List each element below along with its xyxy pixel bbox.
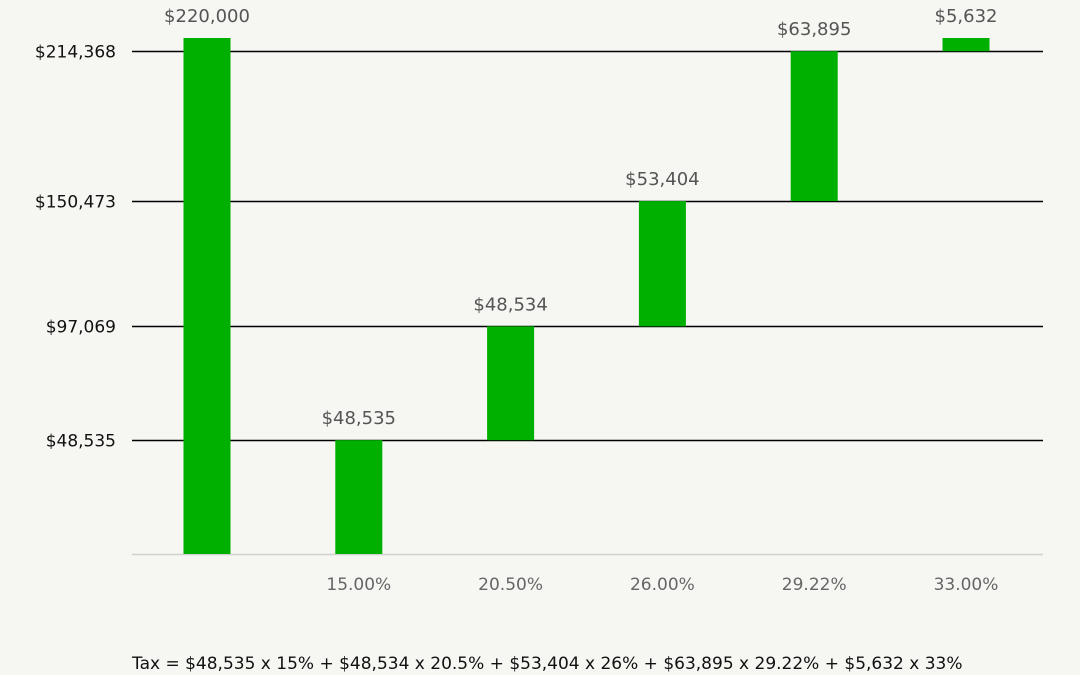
bar (487, 326, 535, 441)
gridlines (132, 50, 1043, 556)
value-labels: $220,000 $48,535 $48,534 $53,404 $63,895 $5,6… (164, 6, 997, 429)
bar-value-label: $53,404 (625, 169, 699, 190)
y-tick-labels: $48,535 $97,069 $150,473 $214,368 (35, 43, 116, 452)
bar (790, 51, 838, 202)
y-tick-label: $97,069 (46, 318, 116, 338)
y-tick-label: $48,535 (46, 432, 116, 452)
x-tick-label: 33.00% (934, 575, 999, 595)
bar (183, 38, 231, 554)
y-tick-label: $150,473 (35, 193, 116, 213)
tax-formula-note: Tax = $48,535 x 15% + $48,534 x 20.5% + … (132, 654, 963, 674)
x-tick-label: 15.00% (326, 575, 391, 595)
bar-value-label: $48,535 (322, 408, 396, 429)
x-tick-labels: 15.00% 20.50% 26.00% 29.22% 33.00% (326, 575, 998, 595)
bar (638, 201, 686, 327)
bar-value-label: $48,534 (473, 294, 547, 315)
bars (183, 38, 990, 554)
y-tick-label: $214,368 (35, 43, 116, 63)
bar-value-label: $220,000 (164, 6, 250, 27)
x-tick-label: 26.00% (630, 575, 695, 595)
bar (942, 38, 990, 52)
bar (335, 440, 383, 554)
bar-value-label: $63,895 (777, 19, 851, 40)
bar-value-label: $5,632 (935, 6, 998, 27)
x-tick-label: 29.22% (782, 575, 847, 595)
x-tick-label: 20.50% (478, 575, 543, 595)
